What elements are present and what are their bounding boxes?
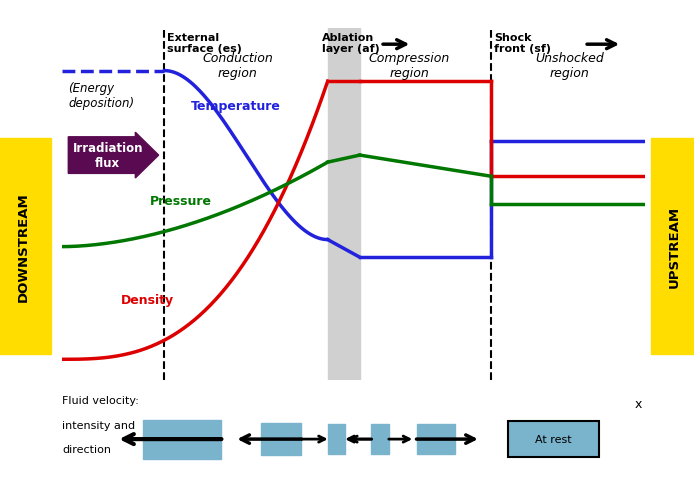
FancyBboxPatch shape [509, 422, 599, 457]
Polygon shape [68, 133, 159, 179]
Text: Pressure: Pressure [150, 195, 212, 208]
Text: Compression
region: Compression region [369, 52, 450, 80]
Bar [328, 425, 345, 454]
Text: UPSTREAM: UPSTREAM [668, 205, 680, 287]
Text: DOWNSTREAM: DOWNSTREAM [17, 192, 30, 301]
Text: Irradiation
flux: Irradiation flux [72, 142, 143, 170]
Text: (Energy
deposition): (Energy deposition) [68, 82, 135, 110]
Text: Unshocked
region: Unshocked region [535, 52, 604, 80]
Text: Shock
front (sf): Shock front (sf) [494, 33, 551, 54]
Text: intensity and: intensity and [62, 420, 135, 429]
Text: Conduction
region: Conduction region [202, 52, 273, 80]
Text: Temperature: Temperature [191, 100, 280, 113]
Bar [261, 424, 301, 455]
Text: External
surface (es): External surface (es) [167, 33, 242, 54]
Text: Fluid velocity:: Fluid velocity: [62, 395, 139, 405]
Text: direction: direction [62, 444, 112, 454]
Bar [328, 29, 359, 381]
Bar [371, 425, 389, 454]
Text: Density: Density [121, 293, 174, 306]
Text: Ablation
layer (af): Ablation layer (af) [322, 33, 380, 54]
Text: x: x [635, 397, 643, 410]
Bar [142, 420, 221, 459]
Text: At rest: At rest [535, 434, 572, 444]
Bar [416, 425, 455, 454]
